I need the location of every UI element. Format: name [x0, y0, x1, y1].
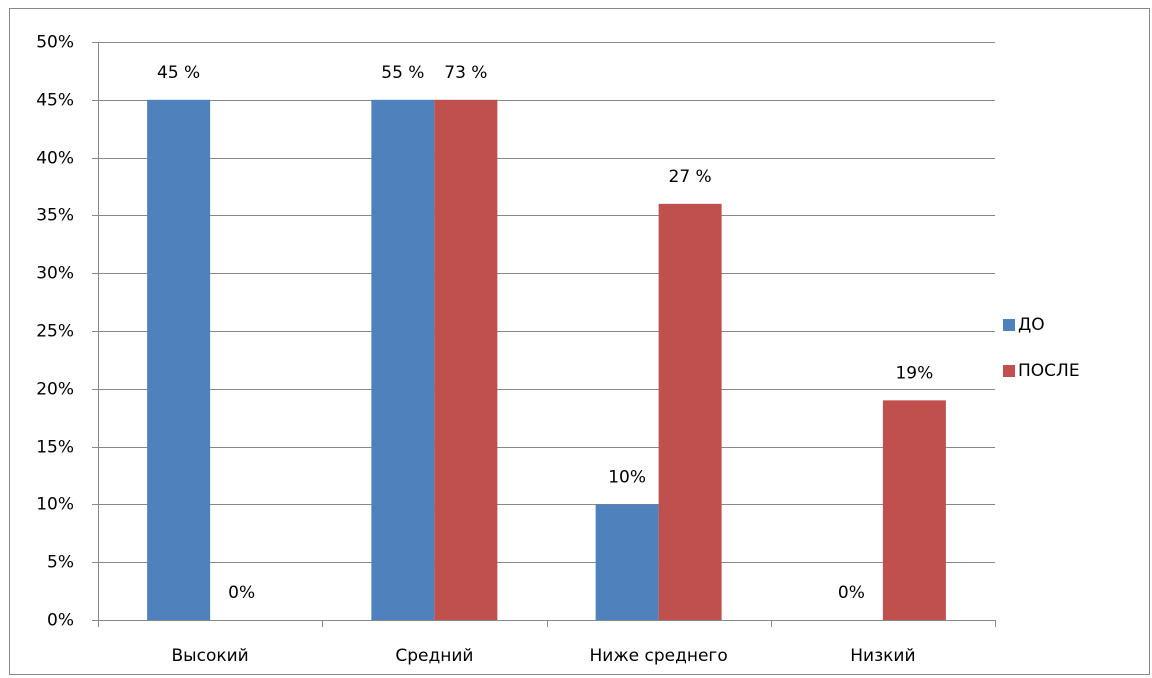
y-tick-label: 10% — [36, 495, 74, 515]
y-tick-label: 20% — [36, 380, 74, 400]
legend-swatch — [1003, 319, 1015, 331]
x-tick-label: Высокий — [172, 646, 249, 666]
x-tick-label: Ниже среднего — [589, 646, 727, 666]
data-label: 19% — [895, 363, 933, 383]
x-tick-label: Низкий — [850, 646, 915, 666]
bar — [434, 99, 498, 621]
data-label: 45 % — [157, 63, 200, 83]
data-label: 73 % — [444, 63, 487, 83]
y-tick-label: 35% — [36, 206, 74, 226]
data-label: 55 % — [381, 63, 424, 83]
bar — [658, 203, 722, 620]
legend-label: ДО — [1018, 315, 1045, 335]
data-label: 0% — [228, 583, 255, 603]
data-label: 10% — [608, 467, 646, 487]
y-tick-label: 45% — [36, 91, 74, 111]
y-tick-label: 50% — [36, 33, 74, 53]
x-tick-label: Средний — [395, 646, 473, 666]
y-tick-label: 25% — [36, 322, 74, 342]
y-tick-label: 0% — [47, 611, 74, 631]
bar — [595, 504, 659, 620]
data-label: 27 % — [669, 167, 712, 187]
bar — [147, 99, 211, 621]
y-tick-label: 5% — [47, 553, 74, 573]
legend-swatch — [1003, 365, 1015, 377]
bar — [882, 400, 946, 620]
data-label: 0% — [838, 583, 865, 603]
legend-label: ПОСЛЕ — [1018, 361, 1080, 381]
y-tick-label: 15% — [36, 438, 74, 458]
y-tick-label: 40% — [36, 149, 74, 169]
bar — [371, 99, 435, 621]
y-tick-label: 30% — [36, 264, 74, 284]
